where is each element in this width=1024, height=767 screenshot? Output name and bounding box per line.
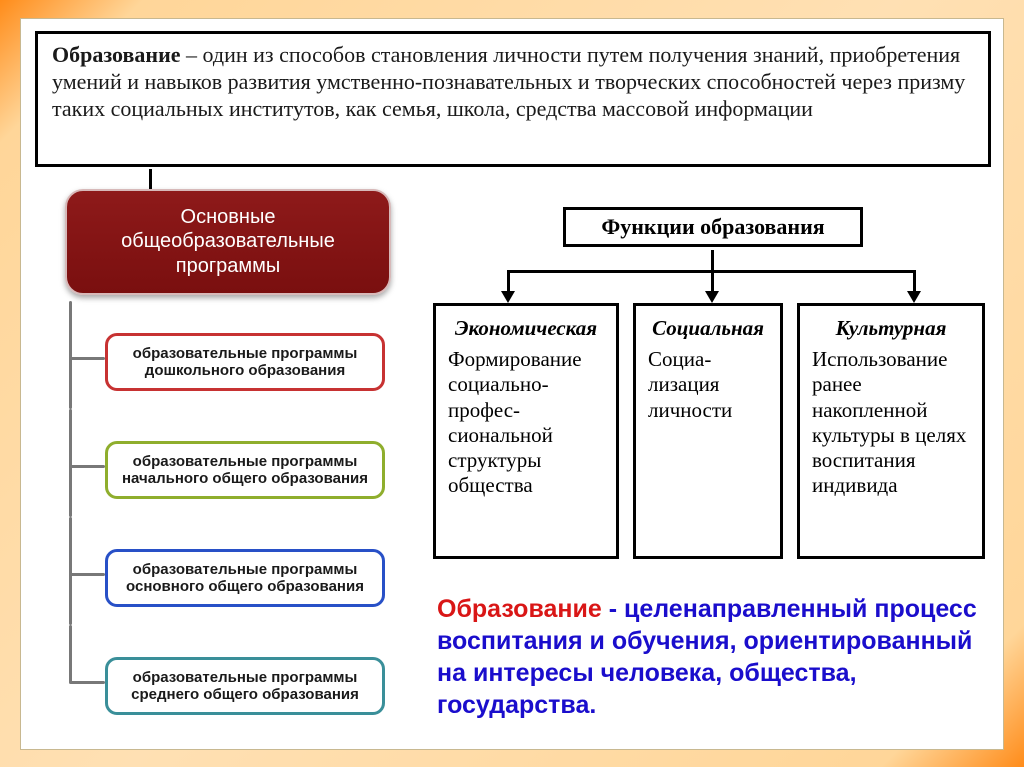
- bottom-term: Образование: [437, 595, 602, 623]
- connector-line: [149, 169, 152, 189]
- bottom-dash: -: [602, 595, 624, 623]
- program-item: образовательные программы дошкольного об…: [55, 301, 407, 409]
- bottom-definition: Образование - целенаправленный процесс в…: [437, 593, 987, 721]
- function-cultural: Культурная Использо­вание ранее накоплен…: [797, 303, 985, 559]
- tree-rail: [69, 409, 72, 517]
- tree-elbow: [69, 681, 105, 684]
- programs-header-line1: Основные: [85, 205, 371, 229]
- program-item: образовательные программы основного обще…: [55, 517, 407, 625]
- arrow-down-icon: [705, 291, 719, 303]
- definition-body: – один из способов становления личности …: [52, 42, 965, 121]
- programs-list: образовательные программы дошкольного об…: [55, 301, 407, 733]
- function-body: Формирова­ние социаль­но-профес­сиональн…: [448, 347, 582, 497]
- program-item: образовательные программы среднего общег…: [55, 625, 407, 733]
- functions-header: Функции образования: [563, 207, 863, 247]
- tree-elbow: [69, 573, 105, 576]
- tree-rail: [69, 625, 72, 683]
- slide-frame: Образование – один из способов становлен…: [20, 18, 1004, 750]
- programs-header: Основные общеобразовательные программы: [65, 189, 391, 295]
- programs-header-line3: программы: [85, 254, 371, 278]
- program-box: образовательные программы основного обще…: [105, 549, 385, 607]
- programs-column: Основные общеобразовательные программы о…: [55, 189, 407, 733]
- tree-elbow: [69, 357, 105, 360]
- arrow-down-icon: [501, 291, 515, 303]
- programs-header-line2: общеобразовательные: [85, 229, 371, 253]
- program-box: образовательные программы среднего общег…: [105, 657, 385, 715]
- definition-term: Образование: [52, 42, 181, 67]
- program-box: образовательные программы начального общ…: [105, 441, 385, 499]
- function-title: Культурная: [812, 316, 970, 341]
- definition-box: Образование – один из способов становлен…: [35, 31, 991, 167]
- function-title: Социаль­ная: [648, 316, 768, 341]
- program-item: образовательные программы начального общ…: [55, 409, 407, 517]
- tree-stem: [711, 250, 714, 270]
- arrow-down-icon: [907, 291, 921, 303]
- function-body: Использо­вание ранее накопленной культур…: [812, 347, 966, 497]
- functions-grid: Экономиче­ская Формирова­ние социаль­но-…: [433, 303, 993, 559]
- function-title: Экономиче­ская: [448, 316, 604, 341]
- function-social: Социаль­ная Социа­лизация личности: [633, 303, 783, 559]
- tree-rail: [69, 301, 72, 409]
- program-box: образовательные программы дошкольного об…: [105, 333, 385, 391]
- tree-elbow: [69, 465, 105, 468]
- function-economic: Экономиче­ская Формирова­ние социаль­но-…: [433, 303, 619, 559]
- function-body: Социа­лизация личности: [648, 347, 732, 421]
- tree-rail: [69, 517, 72, 625]
